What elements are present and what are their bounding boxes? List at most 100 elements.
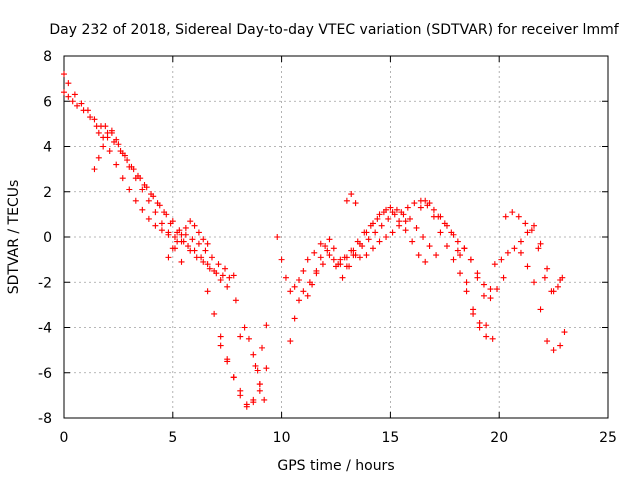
data-point xyxy=(343,263,350,270)
data-point xyxy=(126,186,133,193)
data-point xyxy=(200,236,207,243)
data-point xyxy=(537,240,544,247)
data-point xyxy=(443,243,450,250)
data-point xyxy=(296,276,303,283)
y-tick-label: 0 xyxy=(43,230,52,246)
data-point xyxy=(454,238,461,245)
data-point xyxy=(557,342,564,349)
data-point xyxy=(95,129,102,136)
series-arc-9 xyxy=(252,362,268,403)
data-point xyxy=(317,240,324,247)
data-point xyxy=(426,200,433,207)
data-point xyxy=(480,292,487,299)
data-point xyxy=(65,93,72,100)
x-tick-label: 10 xyxy=(273,430,291,446)
y-tick-label: 4 xyxy=(43,140,52,156)
data-point xyxy=(559,274,566,281)
data-point xyxy=(420,234,427,240)
data-point xyxy=(256,381,263,388)
data-point xyxy=(222,265,229,272)
data-point xyxy=(511,245,518,252)
data-point xyxy=(413,224,420,231)
data-point xyxy=(237,387,244,394)
data-point xyxy=(128,163,135,170)
data-point xyxy=(433,252,440,259)
data-point xyxy=(463,279,470,286)
series-arc-20 xyxy=(502,209,566,295)
data-point xyxy=(330,245,337,252)
data-point xyxy=(350,252,357,259)
data-point xyxy=(387,204,394,211)
data-point xyxy=(374,215,381,222)
data-point xyxy=(230,272,237,279)
data-point xyxy=(393,206,400,213)
data-point xyxy=(189,236,196,243)
data-point xyxy=(487,295,494,302)
data-point xyxy=(171,234,178,240)
data-point xyxy=(354,238,361,245)
data-point xyxy=(182,224,189,231)
data-point xyxy=(548,288,555,295)
data-point xyxy=(448,229,455,236)
data-point xyxy=(259,344,266,351)
data-point xyxy=(61,71,67,78)
data-point xyxy=(152,222,159,229)
data-point xyxy=(113,161,120,168)
data-point xyxy=(326,252,333,259)
y-axis-label: SDTVAR / TECUs xyxy=(6,180,22,295)
chart-title: Day 232 of 2018, Sidereal Day-to-day VTE… xyxy=(49,22,619,38)
data-point xyxy=(304,292,311,299)
data-point xyxy=(389,209,396,216)
data-point xyxy=(95,154,102,161)
data-point xyxy=(561,329,568,336)
x-axis-label: GPS time / hours xyxy=(277,458,394,474)
data-point xyxy=(383,234,390,240)
series-arc-8 xyxy=(237,322,270,374)
series-arc-10 xyxy=(274,218,409,295)
series-arc-1 xyxy=(61,71,237,279)
data-point xyxy=(415,252,422,259)
data-point xyxy=(515,213,522,220)
x-tick-label: 5 xyxy=(168,430,177,446)
data-point xyxy=(200,258,207,265)
x-tick-label: 0 xyxy=(60,430,69,446)
series-arc-12 xyxy=(304,206,429,299)
data-point xyxy=(326,236,333,243)
data-point xyxy=(158,220,165,227)
data-point xyxy=(256,387,263,394)
data-point xyxy=(426,243,433,250)
data-point xyxy=(537,306,544,313)
data-point xyxy=(241,324,248,331)
data-point xyxy=(489,335,496,342)
data-point xyxy=(202,247,209,254)
data-point xyxy=(80,107,87,114)
data-point xyxy=(237,333,244,340)
data-point xyxy=(348,247,355,254)
data-markers xyxy=(61,71,568,410)
data-point xyxy=(404,204,411,211)
data-point xyxy=(494,286,501,293)
y-tick-label: 6 xyxy=(43,94,52,110)
series-arc-6 xyxy=(204,288,263,410)
data-point xyxy=(365,236,372,243)
data-point xyxy=(352,200,359,207)
data-point xyxy=(531,222,538,229)
data-point xyxy=(322,243,329,250)
data-point xyxy=(337,256,344,263)
data-point xyxy=(282,274,289,281)
data-point xyxy=(195,240,202,247)
data-point xyxy=(330,256,337,263)
data-point xyxy=(61,89,67,96)
data-point xyxy=(139,186,146,193)
data-point xyxy=(187,247,194,254)
data-point xyxy=(263,322,270,329)
data-point xyxy=(139,206,146,213)
data-point xyxy=(152,209,159,216)
data-point xyxy=(161,209,168,216)
data-point xyxy=(134,172,141,179)
data-point xyxy=(463,288,470,295)
data-point xyxy=(363,252,370,259)
data-point xyxy=(291,283,298,290)
data-point xyxy=(517,238,524,245)
